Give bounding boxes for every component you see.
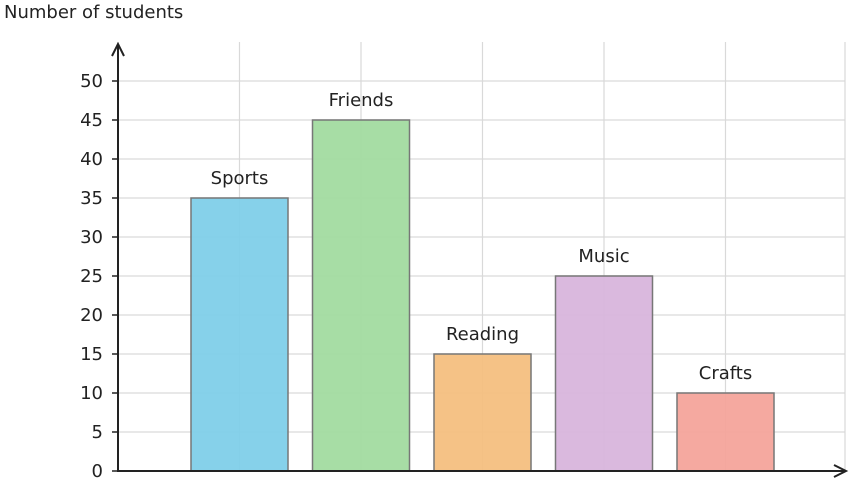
y-tick-label: 50 bbox=[80, 71, 103, 92]
bar-label: Music bbox=[578, 246, 629, 267]
x-axis-arrow bbox=[833, 464, 849, 478]
y-axis-arrow bbox=[111, 41, 125, 57]
bar bbox=[433, 353, 532, 472]
y-tick-label: 25 bbox=[80, 266, 103, 287]
y-tick-label: 20 bbox=[80, 305, 103, 326]
y-tick-label: 30 bbox=[80, 227, 103, 248]
bar bbox=[554, 275, 654, 472]
bar-label: Friends bbox=[329, 90, 394, 111]
bar bbox=[190, 197, 289, 472]
y-tick-label: 45 bbox=[80, 110, 103, 131]
y-axis-label: Number of students bbox=[4, 2, 183, 23]
bar bbox=[311, 119, 411, 472]
y-tick-label: 15 bbox=[80, 344, 103, 365]
bar-label: Sports bbox=[211, 168, 269, 189]
bars bbox=[190, 119, 775, 472]
y-tick-label: 40 bbox=[80, 149, 103, 170]
y-tick-label: 0 bbox=[92, 461, 103, 482]
bar-label: Crafts bbox=[699, 363, 752, 384]
y-tick-label: 10 bbox=[80, 383, 103, 404]
y-tick-label: 5 bbox=[92, 422, 103, 443]
bar bbox=[676, 392, 775, 472]
bar-label: Reading bbox=[446, 324, 519, 345]
y-tick-label: 35 bbox=[80, 188, 103, 209]
